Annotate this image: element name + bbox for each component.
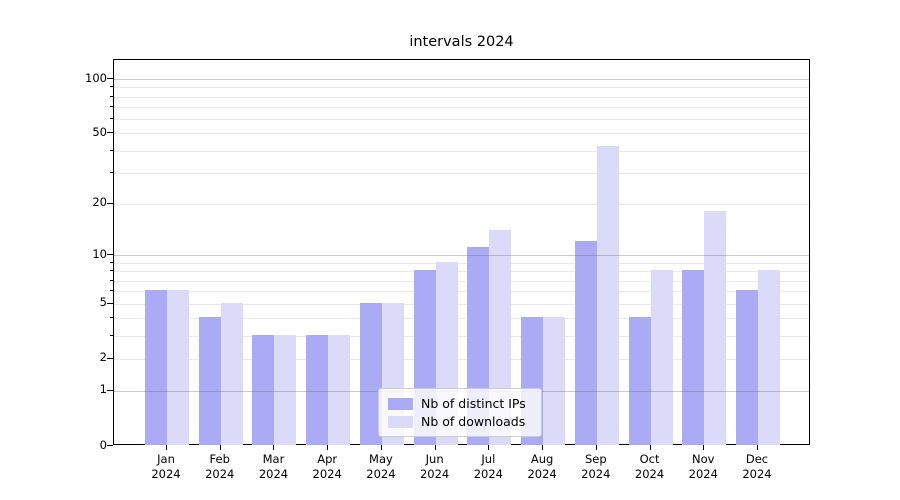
x-tick-label-mar: Mar 2024 <box>258 452 289 481</box>
bar-distinct-ips-may <box>359 302 382 445</box>
x-tick-mark-jul <box>488 445 490 450</box>
x-tick-label-jun: Jun 2024 <box>419 452 450 481</box>
x-tick-label-apr: Apr 2024 <box>312 452 342 481</box>
grid-line-minor-30 <box>114 172 809 174</box>
y-minor-tick-mark-4 <box>110 317 113 318</box>
x-tick-label-oct: Oct 2024 <box>634 452 665 481</box>
y-tick-mark-1 <box>107 389 113 391</box>
bar-downloads-sep <box>596 145 619 445</box>
bar-distinct-ips-apr <box>306 334 329 445</box>
x-tick-label-jan: Jan 2024 <box>151 452 181 481</box>
bar-downloads-nov <box>704 210 727 445</box>
x-tick-mark-feb <box>219 445 221 450</box>
bar-distinct-ips-jan <box>145 290 167 445</box>
legend-swatch-downloads <box>388 415 413 428</box>
grid-line-minor-40 <box>114 150 809 152</box>
y-tick-label-1: 1 <box>99 382 107 397</box>
y-tick-mark-100 <box>107 78 113 79</box>
legend-item-downloads: Nb of downloads <box>388 414 532 429</box>
y-minor-tick-mark-6 <box>110 290 113 292</box>
chart-title: intervals 2024 <box>409 34 514 50</box>
bar-distinct-ips-nov <box>682 270 705 445</box>
x-tick-mark-mar <box>273 445 275 450</box>
y-tick-label-5: 5 <box>99 295 107 310</box>
x-tick-label-sep: Sep 2024 <box>581 452 611 481</box>
grid-line-minor-6 <box>114 291 809 293</box>
grid-line-minor-4 <box>114 318 809 319</box>
y-minor-tick-mark-60 <box>110 118 113 120</box>
y-tick-label-100: 100 <box>85 70 107 85</box>
x-tick-mark-dec <box>757 445 758 450</box>
x-tick-mark-jan <box>166 445 167 450</box>
grid-line-major-10 <box>114 255 809 257</box>
bar-distinct-ips-sep <box>574 241 597 445</box>
y-minor-tick-mark-9 <box>110 261 113 263</box>
y-tick-mark-5 <box>107 302 113 304</box>
y-tick-mark-50 <box>107 132 113 134</box>
bar-distinct-ips-dec <box>736 290 758 445</box>
y-tick-label-50: 50 <box>92 124 107 139</box>
y-minor-tick-mark-8 <box>110 270 113 272</box>
x-tick-mark-may <box>380 445 382 450</box>
x-tick-mark-nov <box>703 445 705 450</box>
grid-line-minor-90 <box>114 87 809 89</box>
y-minor-tick-mark-90 <box>110 86 113 88</box>
y-tick-label-0: 0 <box>99 437 107 452</box>
legend-item-distinct-ips: Nb of distinct IPs <box>388 396 532 411</box>
grid-line-minor-7 <box>114 280 809 282</box>
bar-downloads-apr <box>328 334 351 445</box>
bar-downloads-dec <box>758 270 780 445</box>
grid-line-minor-8 <box>114 271 809 273</box>
plot-area <box>113 59 810 445</box>
x-tick-label-may: May 2024 <box>366 452 396 481</box>
y-minor-tick-mark-30 <box>110 171 113 173</box>
grid-line-major-100 <box>114 79 809 80</box>
y-tick-label-20: 20 <box>92 195 107 210</box>
y-tick-mark-20 <box>107 202 113 204</box>
legend-label-distinct-ips: Nb of distinct IPs <box>421 396 526 411</box>
bar-downloads-mar <box>274 334 297 445</box>
grid-line-minor-3 <box>114 335 809 337</box>
x-tick-label-jul: Jul 2024 <box>473 452 503 481</box>
y-minor-tick-mark-3 <box>110 334 113 336</box>
x-tick-label-dec: Dec 2024 <box>742 452 772 481</box>
x-tick-mark-oct <box>649 445 651 450</box>
x-tick-mark-jun <box>434 445 436 450</box>
y-minor-tick-mark-70 <box>110 106 113 108</box>
bar-distinct-ips-oct <box>628 317 651 445</box>
grid-line-minor-80 <box>114 96 809 98</box>
x-tick-label-feb: Feb 2024 <box>205 452 235 481</box>
grid-line-minor-70 <box>114 107 809 109</box>
bar-downloads-aug <box>543 317 566 445</box>
grid-line-minor-2 <box>114 358 809 360</box>
x-tick-label-nov: Nov 2024 <box>688 452 718 481</box>
bar-downloads-oct <box>650 270 673 445</box>
legend-swatch-distinct-ips <box>388 397 413 410</box>
grid-line-minor-60 <box>114 119 809 121</box>
grid-line-minor-5 <box>114 303 809 305</box>
y-tick-mark-0 <box>107 445 113 446</box>
grid-line-minor-50 <box>114 133 809 135</box>
y-minor-tick-mark-80 <box>110 95 113 97</box>
bar-downloads-jan <box>167 290 189 445</box>
y-tick-label-10: 10 <box>92 246 107 261</box>
y-tick-label-2: 2 <box>99 350 107 365</box>
y-tick-mark-10 <box>107 254 113 256</box>
y-minor-tick-mark-40 <box>110 149 113 151</box>
legend-label-downloads: Nb of downloads <box>421 414 526 429</box>
grid-line-minor-9 <box>114 262 809 264</box>
bar-distinct-ips-mar <box>252 334 275 445</box>
x-tick-mark-aug <box>542 445 544 450</box>
grid-line-minor-20 <box>114 203 809 205</box>
x-tick-mark-apr <box>327 445 329 450</box>
x-tick-mark-sep <box>595 445 597 450</box>
bar-downloads-feb <box>220 302 243 445</box>
x-tick-label-aug: Aug 2024 <box>527 452 557 481</box>
y-tick-mark-2 <box>107 357 113 359</box>
bar-distinct-ips-feb <box>198 317 221 445</box>
y-minor-tick-mark-7 <box>110 279 113 281</box>
legend: Nb of distinct IPs Nb of downloads <box>378 388 542 437</box>
